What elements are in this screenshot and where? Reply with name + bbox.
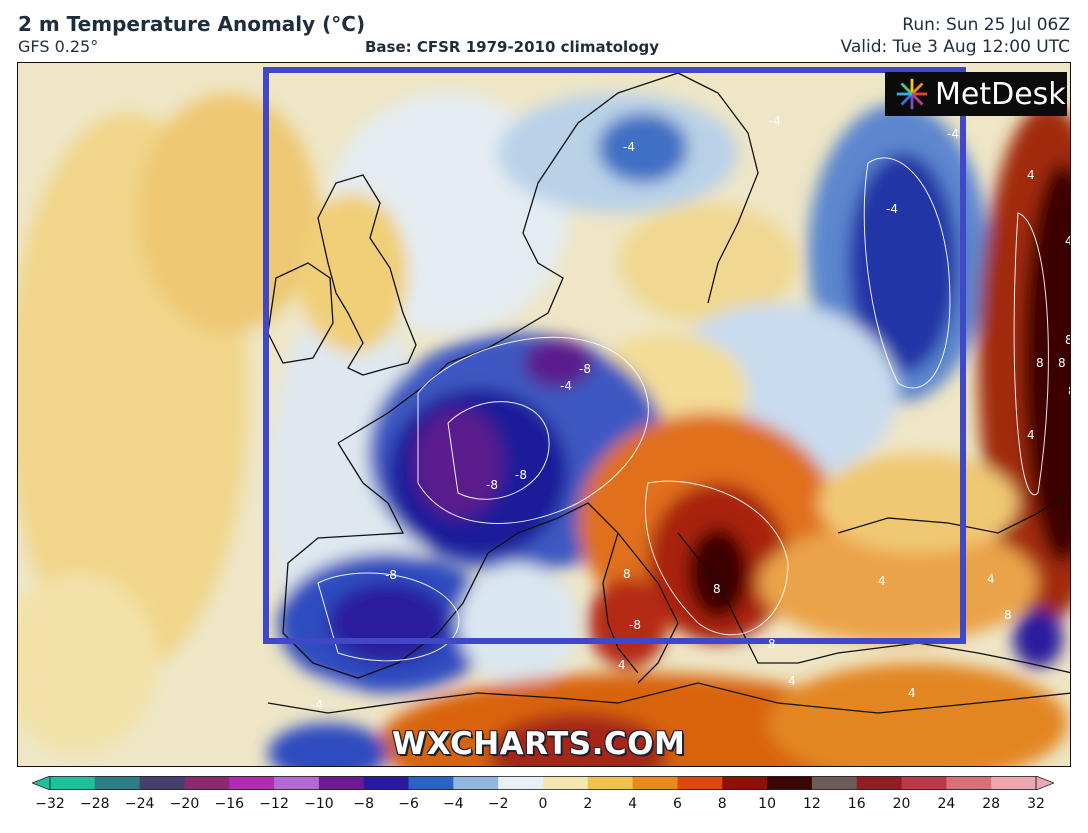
colorbar-segment bbox=[856, 776, 903, 790]
contour-label: -8 bbox=[385, 568, 397, 582]
valid-time-label: Valid: Tue 3 Aug 12:00 UTC bbox=[840, 37, 1070, 57]
colorbar-tick: −20 bbox=[169, 796, 200, 812]
colorbar-segment bbox=[274, 776, 320, 790]
colorbar-segment bbox=[498, 776, 544, 790]
contour-label: -4 bbox=[311, 698, 323, 712]
contour-label: -8 bbox=[486, 478, 498, 492]
colorbar-segment bbox=[543, 776, 589, 790]
colorbar-segment bbox=[587, 776, 634, 790]
colorbar-segment bbox=[946, 776, 992, 790]
model-label: GFS 0.25° bbox=[18, 37, 99, 56]
contour-label: -4 bbox=[886, 202, 898, 216]
contour-label: 4 bbox=[878, 574, 886, 588]
contour-label: 4 bbox=[788, 674, 796, 688]
colorbar-segment bbox=[991, 776, 1037, 790]
colorbar-tick: 2 bbox=[583, 796, 593, 812]
contour-label: 8 bbox=[623, 567, 631, 581]
map-canvas: -4-4-4-4-8-4-8-8-8-8-44488884484888444 bbox=[18, 63, 1071, 766]
contour-label: 4 bbox=[1065, 234, 1071, 248]
anomaly-map: -4-4-4-4-8-4-8-8-8-8-44488884484888444 bbox=[17, 62, 1071, 767]
contour-label: 8 bbox=[768, 637, 776, 651]
colorbar-segment bbox=[94, 776, 141, 790]
colorbar-segment bbox=[229, 776, 275, 790]
contour-label: 8 bbox=[713, 582, 721, 596]
contour-label: -4 bbox=[947, 127, 959, 141]
contour-lines bbox=[317, 157, 1049, 662]
colorbar-tick: 28 bbox=[982, 796, 1001, 812]
contour-label: 8 bbox=[1068, 384, 1071, 398]
colorbar-tick: −10 bbox=[304, 796, 334, 812]
colorbar-tick: 0 bbox=[538, 796, 548, 812]
colorbar-segment bbox=[767, 776, 813, 790]
contour-label: -4 bbox=[769, 114, 781, 128]
colorbar-tick: −6 bbox=[398, 796, 419, 812]
contour-label: 4 bbox=[1027, 428, 1035, 442]
colorbar-outline bbox=[49, 776, 1037, 790]
contour-label: -8 bbox=[579, 362, 591, 376]
colorbar-tick: −28 bbox=[80, 796, 110, 812]
colorbar-tick-labels: −32 −28 −24 −20 −16 −12 −10 −8 −6 −4 −2 0 2 4 6 8 10 12 16… bbox=[0, 796, 1088, 820]
colorbar-segment bbox=[184, 776, 230, 790]
colorbar-tick: −4 bbox=[443, 796, 464, 812]
contour-label: 4 bbox=[1027, 168, 1035, 182]
colorbar-segment bbox=[318, 776, 365, 790]
contour-label: 4 bbox=[908, 686, 916, 700]
colorbar-segment bbox=[901, 776, 947, 790]
colorbar-tick: 8 bbox=[717, 796, 727, 812]
colorbar-tick: 32 bbox=[1027, 796, 1045, 812]
coastlines bbox=[267, 72, 1070, 714]
colorbar-tick: 12 bbox=[802, 796, 821, 812]
colorbar-tick: −16 bbox=[214, 796, 245, 812]
climatology-base-label: Base: CFSR 1979-2010 climatology bbox=[365, 38, 660, 56]
colorbar-segment bbox=[677, 776, 723, 790]
colorbar-segment bbox=[50, 776, 96, 790]
watermark: WXCHARTS.COM bbox=[392, 726, 686, 762]
colorbar bbox=[32, 776, 1054, 790]
colorbar-tick: 24 bbox=[937, 796, 956, 812]
colorbar-tick: 10 bbox=[758, 796, 776, 812]
contour-label: -4 bbox=[623, 140, 635, 154]
colorbar-segment bbox=[408, 776, 454, 790]
contour-labels: -4-4-4-4-8-4-8-8-8-8-44488884484888444 bbox=[311, 114, 1071, 712]
map-title: 2 m Temperature Anomaly (°C) bbox=[18, 12, 366, 36]
highlight-box bbox=[263, 67, 966, 644]
metdesk-logo: MetDesk bbox=[885, 72, 1067, 116]
colorbar-segment bbox=[139, 776, 185, 790]
contour-label: -4 bbox=[560, 379, 572, 393]
pinwheel-icon bbox=[896, 78, 928, 110]
colorbar-tick: −8 bbox=[353, 796, 375, 812]
colorbar-tick: −12 bbox=[259, 796, 289, 812]
colorbar-segment bbox=[722, 776, 768, 790]
contour-label: 4 bbox=[618, 658, 626, 672]
colorbar-segment bbox=[453, 776, 499, 790]
contour-label: 8 bbox=[1036, 356, 1044, 370]
colorbar-tick: 4 bbox=[628, 796, 638, 812]
colorbar-segment bbox=[363, 776, 410, 790]
contour-label: 8 bbox=[1004, 608, 1012, 622]
colorbar-tick: −32 bbox=[35, 796, 65, 812]
colorbar-tick: 20 bbox=[892, 796, 911, 812]
contour-label: 4 bbox=[987, 572, 995, 586]
colorbar-min-arrow bbox=[32, 776, 51, 790]
anomaly-field bbox=[18, 93, 1070, 766]
contour-label: -8 bbox=[515, 468, 527, 482]
contour-label: 8 bbox=[1058, 356, 1066, 370]
contour-label: -8 bbox=[629, 618, 641, 632]
colorbar-tick: 16 bbox=[847, 796, 866, 812]
logo-text: MetDesk bbox=[935, 76, 1066, 112]
colorbar-tick: 6 bbox=[672, 796, 682, 812]
colorbar-tick: −2 bbox=[487, 796, 509, 812]
colorbar-segment bbox=[632, 776, 678, 790]
contour-label: 8 bbox=[1065, 333, 1071, 347]
colorbar-max-arrow bbox=[1035, 776, 1054, 790]
colorbar-segment bbox=[811, 776, 858, 790]
run-time-label: Run: Sun 25 Jul 06Z bbox=[902, 15, 1070, 35]
colorbar-tick: −24 bbox=[124, 796, 155, 812]
